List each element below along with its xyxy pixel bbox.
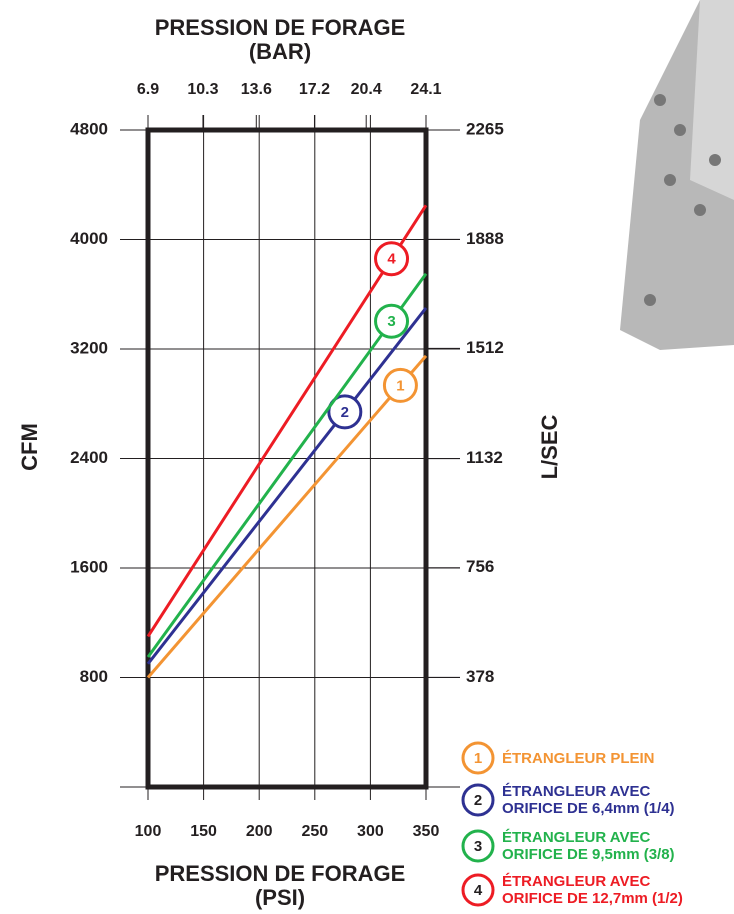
legend-label: ÉTRANGLEUR AVEC ORIFICE DE 9,5mm (3/8) <box>502 829 675 863</box>
x-tick-label: 300 <box>357 823 384 840</box>
legend-number: 3 <box>474 838 482 855</box>
y-tick-label: 4000 <box>70 229 108 248</box>
series-line <box>148 356 426 678</box>
y2-tick-label: 1132 <box>466 448 503 467</box>
x2-tick-label: 6.9 <box>137 81 159 98</box>
series-marker: 3 <box>376 305 408 337</box>
x-tick-label: 100 <box>135 823 162 840</box>
x2-tick-label: 13.6 <box>241 81 272 98</box>
x2-axis-title: PRESSION DE FORAGE (BAR) <box>110 16 450 64</box>
series-marker: 1 <box>384 369 416 401</box>
x2-tick-label: 10.3 <box>187 81 218 98</box>
marker-label: 1 <box>396 377 404 394</box>
x-tick-label: 250 <box>301 823 328 840</box>
y2-tick-label: 378 <box>466 667 494 686</box>
y-tick-label: 1600 <box>70 557 108 576</box>
legend-label: ÉTRANGLEUR AVEC ORIFICE DE 6,4mm (1/4) <box>502 783 675 817</box>
y-tick-label: 800 <box>80 667 108 686</box>
legend-label: ÉTRANGLEUR AVEC ORIFICE DE 12,7mm (1/2) <box>502 873 683 907</box>
x2-tick-label: 24.1 <box>410 81 441 98</box>
x-tick-label: 150 <box>190 823 217 840</box>
marker-label: 3 <box>387 313 395 330</box>
legend-number: 2 <box>474 792 482 809</box>
series-line <box>148 308 426 664</box>
series-marker: 4 <box>376 243 408 275</box>
y2-tick-label: 2265 <box>466 119 504 138</box>
marker-label: 4 <box>387 251 396 268</box>
y-axis-title: CFM <box>18 407 42 487</box>
legend-number: 1 <box>474 750 482 767</box>
x-tick-label: 200 <box>246 823 273 840</box>
y2-tick-label: 1888 <box>466 229 504 248</box>
x2-tick-label: 20.4 <box>351 81 382 98</box>
y2-axis-title: L/SEC <box>538 397 562 497</box>
y-tick-label: 2400 <box>70 448 108 467</box>
page: 8001600240032004000480037875611321512188… <box>0 0 734 914</box>
legend-number: 4 <box>474 882 483 899</box>
chart: 8001600240032004000480037875611321512188… <box>0 0 734 914</box>
x-axis-title: PRESSION DE FORAGE (PSI) <box>110 862 450 910</box>
y2-tick-label: 1512 <box>466 338 504 357</box>
y-tick-label: 3200 <box>70 338 108 357</box>
y-tick-label: 4800 <box>70 119 108 138</box>
drill-photo <box>620 0 734 350</box>
marker-label: 2 <box>341 404 349 421</box>
legend-label: ÉTRANGLEUR PLEIN <box>502 750 655 767</box>
x-tick-label: 350 <box>413 823 440 840</box>
x2-tick-label: 17.2 <box>299 81 330 98</box>
y2-tick-label: 756 <box>466 557 494 576</box>
